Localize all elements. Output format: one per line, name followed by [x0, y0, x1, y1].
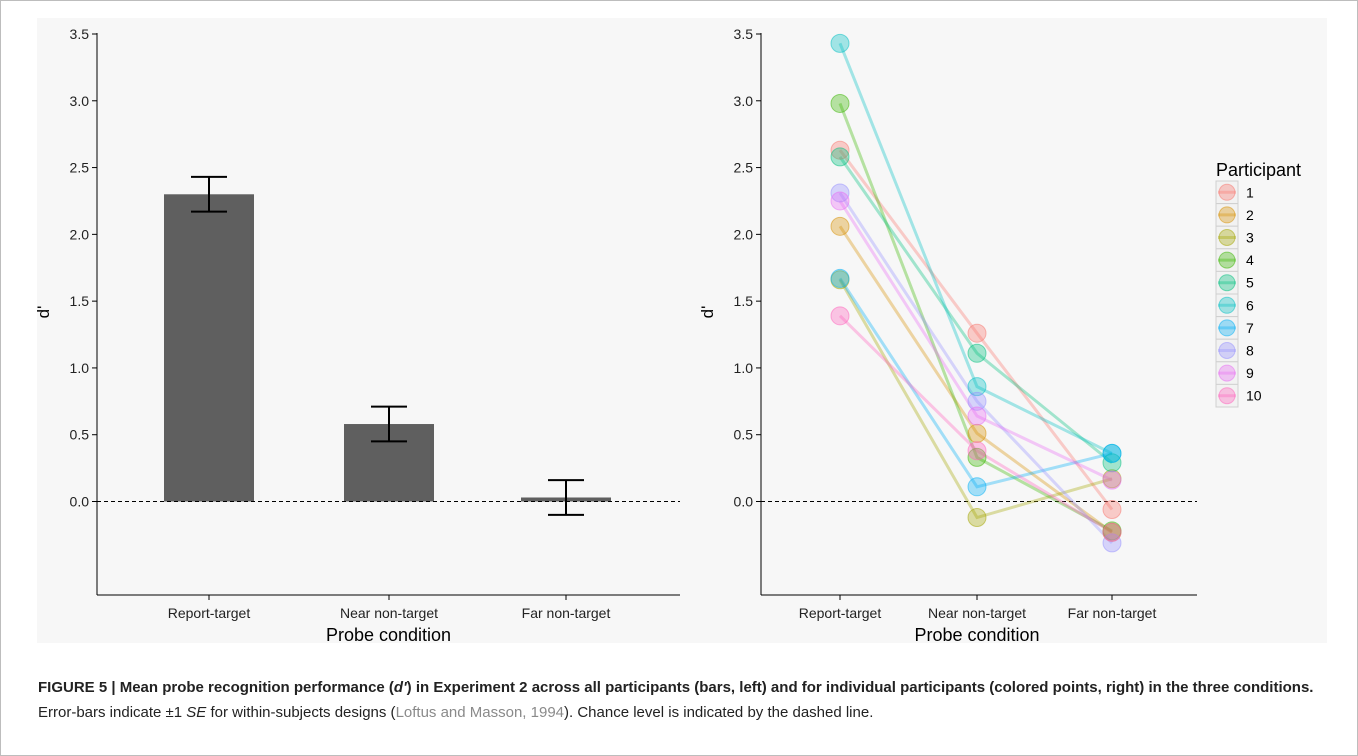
legend-title: Participant [1216, 160, 1301, 180]
caption-label-end: ) in Experiment 2 across all participant… [406, 679, 1314, 696]
caption-body-italic: SE [186, 704, 207, 721]
participant-line-7 [838, 277, 1113, 489]
caption-body-3: ). Chance level is indicated by the dash… [564, 704, 874, 721]
y-tick-label: 0.0 [70, 494, 90, 510]
participant-point-6 [967, 377, 987, 397]
participant-point-4 [830, 93, 850, 113]
participant-point-5 [830, 147, 850, 167]
x-tick-label: Report-target [168, 605, 251, 621]
caption-body-1: Error-bars indicate ±1 [38, 704, 187, 721]
x-tick-label: Far non-target [522, 605, 611, 621]
y-tick-label: 1.5 [70, 293, 90, 309]
bar-chart-left: 0.0 0.5 1.0 1.5 2.0 2.5 3.0 3.5 Report-target Nea… [34, 26, 680, 645]
y-tick-label: 2.5 [734, 160, 754, 176]
participant-point-8 [830, 183, 850, 203]
participant-point-1 [967, 323, 987, 343]
x-tick-label: Far non-target [1068, 605, 1157, 621]
participant-point-10 [1102, 522, 1122, 542]
participant-point-9 [967, 406, 987, 426]
x-tick-label: Report-target [799, 605, 882, 621]
participant-point-10 [830, 306, 850, 326]
legend-key-point [1218, 319, 1236, 337]
y-tick-label: 1.0 [70, 360, 90, 376]
y-tick-label: 3.0 [70, 93, 90, 109]
y-axis-title: d' [34, 306, 53, 319]
line-chart-right: 0.0 0.5 1.0 1.5 2.0 2.5 3.0 3.5 Report-target Nea… [698, 26, 1301, 645]
legend-label-9: 9 [1246, 365, 1254, 381]
y-tick-label: 0.0 [734, 494, 754, 510]
participant-line-8 [838, 192, 1114, 544]
legend-label-2: 2 [1246, 207, 1254, 223]
caption-reference-link[interactable]: Loftus and Masson, 1994 [395, 704, 565, 721]
participant-point-7 [967, 477, 987, 497]
participant-point-2 [967, 423, 987, 443]
x-axis-title: Probe condition [326, 625, 451, 645]
participant-point-6 [830, 33, 850, 53]
y-tick-label: 2.5 [70, 160, 90, 176]
participant-line-3 [838, 279, 1113, 520]
legend-label-3: 3 [1246, 230, 1254, 246]
legend-key-point [1218, 342, 1236, 359]
legend-label-1: 1 [1246, 184, 1254, 200]
y-tick-label: 1.0 [734, 360, 754, 376]
y-tick-label: 3.5 [70, 26, 90, 42]
participant-point-7 [830, 268, 850, 288]
y-axis-title: d' [698, 306, 717, 319]
legend-key-point [1218, 229, 1236, 246]
legend-key-point [1218, 183, 1236, 201]
caption-label-italic: d' [393, 679, 407, 696]
participant-point-2 [830, 216, 850, 236]
participant-point-1 [830, 140, 850, 160]
y-tick-label: 0.5 [70, 427, 90, 443]
legend-key-point [1218, 251, 1236, 269]
y-tick-label: 3.5 [734, 26, 754, 42]
participant-point-8 [1102, 533, 1122, 553]
figure-caption: FIGURE 5 | Mean probe recognition perfor… [38, 675, 1328, 725]
participant-point-9 [830, 191, 850, 211]
participant-point-10 [967, 441, 987, 461]
caption-body-2: for within-subjects designs ( [206, 704, 396, 721]
participant-line-6 [838, 42, 1113, 455]
y-tick-label: 2.0 [734, 226, 754, 242]
participant-line-4 [838, 102, 1113, 533]
participant-line-9 [838, 200, 1113, 482]
participant-line-2 [838, 225, 1113, 534]
y-tick-label: 3.0 [734, 93, 754, 109]
participant-point-5 [967, 343, 987, 363]
x-tick-label: Near non-target [928, 605, 1026, 621]
y-tick-label: 0.5 [734, 427, 754, 443]
legend-key-point [1218, 296, 1236, 314]
participant-point-4 [967, 447, 987, 467]
caption-label: FIGURE 5 | Mean probe recognition perfor… [38, 679, 1313, 696]
participant-point-9 [1102, 470, 1122, 490]
legend-key-point [1218, 206, 1236, 224]
legend-key-point [1218, 364, 1236, 382]
participant-line-1 [838, 149, 1114, 511]
legend-label-10: 10 [1246, 388, 1262, 404]
x-tick-label: Near non-target [340, 605, 438, 621]
participant-point-7 [1102, 443, 1122, 463]
participant-line-5 [838, 156, 1113, 464]
legend-label-7: 7 [1246, 320, 1254, 336]
legend-label-5: 5 [1246, 275, 1254, 291]
participant-point-8 [967, 391, 987, 411]
legend-label-6: 6 [1246, 297, 1254, 313]
figure-charts: 0.0 0.5 1.0 1.5 2.0 2.5 3.0 3.5 Report-target Nea… [34, 26, 1301, 645]
bar-1 [164, 194, 254, 502]
y-tick-label: 1.5 [734, 293, 754, 309]
x-axis-title: Probe condition [914, 625, 1039, 645]
legend-label-8: 8 [1246, 343, 1254, 359]
y-tick-label: 2.0 [70, 226, 90, 242]
participant-line-10 [838, 314, 1113, 534]
legend-key-point [1218, 274, 1236, 292]
legend-label-4: 4 [1246, 252, 1254, 268]
participant-point-3 [967, 508, 987, 528]
participant-point-1 [1102, 500, 1122, 520]
caption-label-start: FIGURE 5 | Mean probe recognition perfor… [38, 679, 394, 696]
legend-key-point [1218, 387, 1236, 405]
